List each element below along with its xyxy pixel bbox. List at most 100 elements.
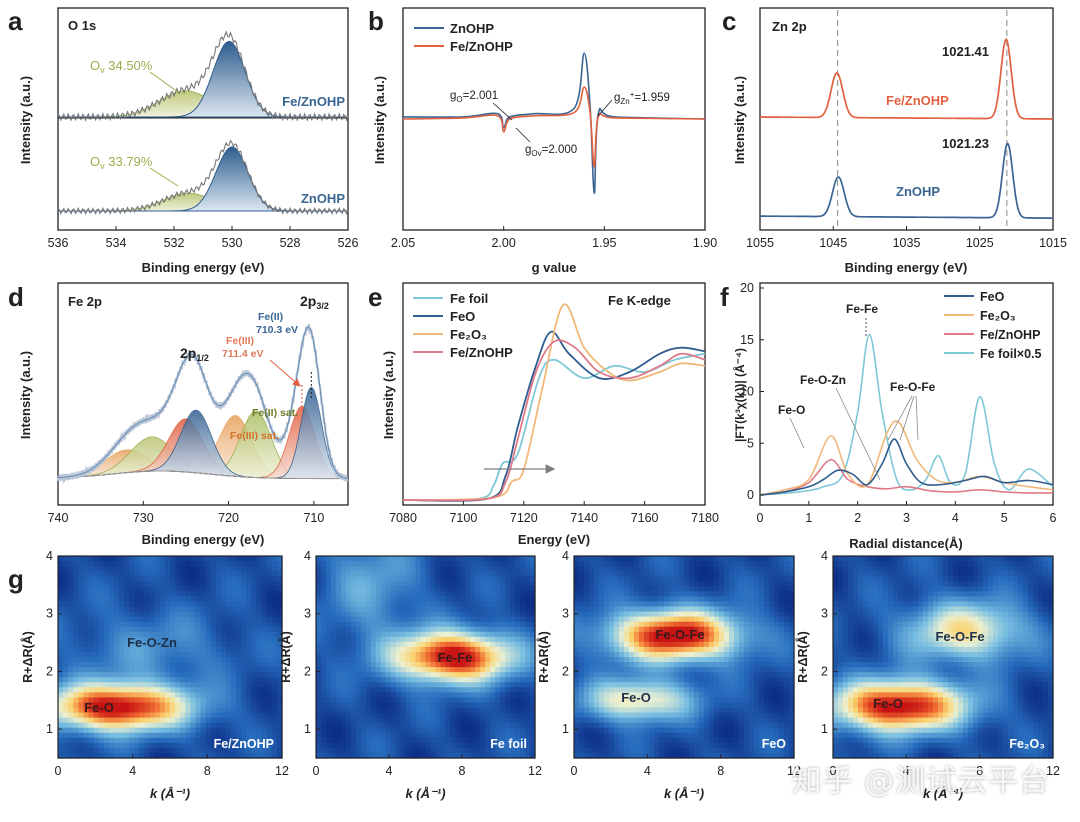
- heatmap-cell: [669, 677, 675, 683]
- heatmap-cell: [159, 727, 166, 734]
- heatmap-cell: [195, 591, 202, 597]
- heatmap-cell: [619, 737, 625, 744]
- heatmap-cell: [664, 697, 670, 704]
- heatmap-cell: [134, 596, 141, 603]
- heatmap-cell: [350, 586, 357, 592]
- heatmap-cell: [200, 752, 207, 759]
- heatmap-cell: [380, 611, 387, 618]
- heatmap-cell: [505, 727, 511, 734]
- heatmap-cell: [465, 657, 471, 663]
- heatmap-cell: [345, 596, 352, 603]
- heatmap-cell: [139, 732, 146, 739]
- heatmap-cell: [400, 626, 407, 633]
- heatmap-cell: [689, 697, 695, 704]
- heatmap-cell: [634, 651, 640, 658]
- heatmap-cell: [699, 576, 705, 582]
- heatmap-cell: [505, 571, 511, 577]
- heatmap-cell: [251, 576, 258, 582]
- heatmap-cell: [190, 722, 197, 729]
- heatmap-cell: [400, 646, 407, 653]
- heatmap-cell: [316, 732, 322, 739]
- heatmap-cell: [385, 586, 392, 592]
- heatmap-cell: [574, 657, 580, 663]
- heatmap-cell: [350, 712, 357, 719]
- heatmap-cell: [185, 677, 191, 683]
- heatmap-cell: [210, 742, 217, 749]
- heatmap-cell: [425, 667, 432, 673]
- heatmap-cell: [624, 707, 630, 714]
- heatmap-cell: [124, 616, 130, 623]
- heatmap-cell: [170, 677, 176, 683]
- heatmap-cell: [335, 747, 342, 754]
- heatmap-cell: [485, 672, 491, 678]
- heatmap-cell: [500, 712, 506, 719]
- heatmap-cell: [495, 742, 501, 749]
- heatmap-cell: [144, 662, 151, 668]
- heatmap-cell: [405, 672, 412, 678]
- heatmap-cell: [365, 722, 372, 729]
- heatmap-cell: [589, 732, 595, 739]
- heatmap-cell: [669, 601, 675, 608]
- heatmap-cell: [604, 646, 610, 653]
- heatmap-cell: [450, 636, 456, 643]
- heatmap-cell: [624, 601, 630, 608]
- heatmap-cell: [520, 672, 526, 678]
- heatmap-cell: [485, 636, 491, 643]
- heatmap-cell: [139, 626, 146, 633]
- heatmap-cell: [78, 682, 85, 688]
- heatmap-cell: [68, 662, 74, 668]
- heatmap-cell: [405, 636, 412, 643]
- heatmap-cell: [380, 586, 387, 592]
- heatmap-cell: [589, 621, 595, 628]
- heatmap-cell: [430, 641, 437, 648]
- heatmap-cell: [380, 641, 387, 648]
- heatmap-cell: [699, 752, 705, 759]
- heatmap-cell: [124, 581, 130, 587]
- heatmap-cell: [134, 657, 141, 663]
- heatmap-cell: [579, 662, 585, 668]
- heatmap-cell: [425, 752, 432, 759]
- heatmap-cell: [634, 707, 640, 714]
- heatmap-cell: [129, 646, 135, 653]
- heatmap-cell: [649, 556, 655, 562]
- heatmap-cell: [98, 571, 105, 577]
- heatmap-cell: [144, 727, 151, 734]
- heatmap-cell: [149, 697, 156, 704]
- heatmap-cell: [195, 687, 202, 693]
- heatmap-cell: [589, 702, 595, 709]
- heatmap-cell: [170, 626, 176, 633]
- heatmap-cell: [525, 621, 531, 628]
- heatmap-cell: [684, 727, 690, 734]
- heatmap-cell: [88, 571, 95, 577]
- heatmap-cell: [271, 636, 278, 643]
- heatmap-cell: [365, 601, 372, 608]
- heatmap-cell: [604, 626, 610, 633]
- heatmap-cell: [340, 556, 347, 562]
- heatmap-cell: [435, 616, 442, 623]
- heatmap-cell: [475, 586, 481, 592]
- heatmap-cell: [649, 722, 655, 729]
- heatmap-cell: [78, 662, 85, 668]
- heatmap-cell: [455, 697, 461, 704]
- heatmap-cell: [415, 702, 422, 709]
- heatmap-cell: [93, 566, 100, 572]
- heatmap-cell: [579, 591, 585, 597]
- heatmap-cell: [659, 737, 665, 744]
- heatmap-cell: [355, 732, 362, 739]
- heatmap-cell: [93, 692, 100, 698]
- heatmap-cell: [719, 727, 725, 734]
- heatmap-cell: [375, 606, 382, 613]
- heatmap-cell: [159, 712, 166, 719]
- heatmap-cell: [490, 722, 496, 729]
- heatmap-cell: [380, 621, 387, 628]
- heatmap-cell: [190, 692, 197, 698]
- heatmap-cell: [385, 702, 392, 709]
- heatmap-cell: [78, 667, 85, 673]
- heatmap-cell: [335, 641, 342, 648]
- heatmap-cell: [455, 747, 461, 754]
- heatmap-cell: [719, 636, 725, 643]
- heatmap-cell: [654, 707, 660, 714]
- heatmap-cell: [435, 702, 442, 709]
- heatmap-cell: [330, 591, 337, 597]
- heatmap-cell: [370, 611, 377, 618]
